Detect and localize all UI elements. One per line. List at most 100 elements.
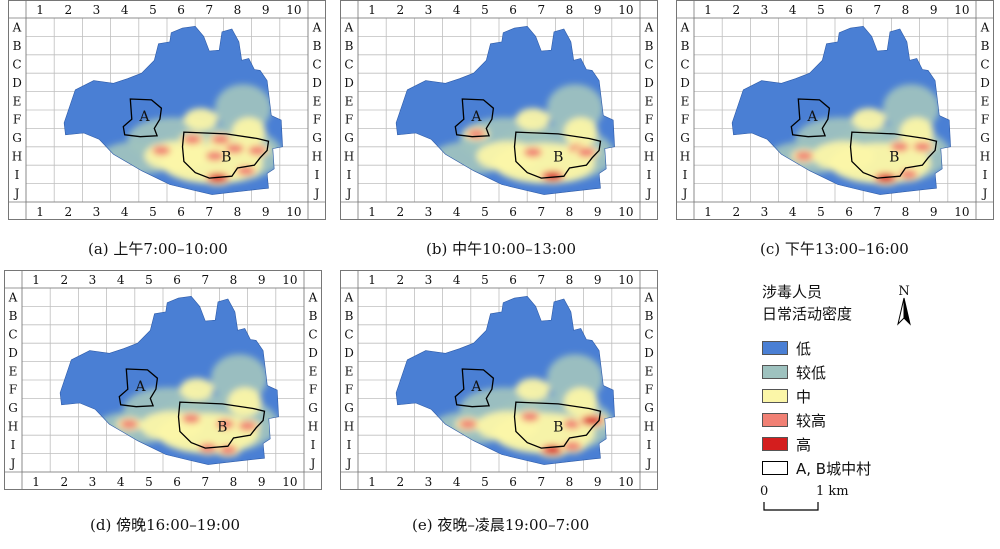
grid-col-label-top: 8 bbox=[230, 273, 238, 287]
north-arrow-icon: N bbox=[892, 284, 916, 328]
grid-col-label-bottom: 9 bbox=[262, 205, 270, 219]
grid-col-label-top: 10 bbox=[954, 3, 969, 17]
grid-row-label-left: I bbox=[347, 168, 352, 182]
grid-row-label-right: I bbox=[983, 168, 988, 182]
village-b-outline bbox=[513, 401, 602, 449]
legend-swatch-high bbox=[762, 437, 788, 451]
grid-row-label-right: C bbox=[308, 328, 317, 342]
grid-col-label-bottom: 2 bbox=[396, 205, 404, 219]
grid-col-label-top: 10 bbox=[286, 3, 301, 17]
grid-row-label-right: G bbox=[980, 131, 990, 145]
grid-col-label-top: 10 bbox=[618, 3, 633, 17]
grid-row-label-right: C bbox=[644, 58, 653, 72]
grid-row-label-left: C bbox=[344, 58, 353, 72]
grid-col-label-bottom: 5 bbox=[481, 475, 489, 489]
legend-swatch-village bbox=[762, 461, 788, 475]
legend-item-lower: 较低 bbox=[762, 362, 826, 382]
map-panel-e: 1 1 2 2 3 3 4 4 5 5 6 6 7 7 8 8 9 9 10 10 A A B B C C D D E E F F G G H H I I… bbox=[340, 270, 658, 502]
grid-row-label-right: D bbox=[644, 346, 654, 360]
grid-row-label-left: F bbox=[9, 383, 17, 397]
grid-col-label-top: 3 bbox=[89, 273, 97, 287]
grid-col-label-top: 1 bbox=[36, 3, 44, 17]
grid-row-label-left: I bbox=[347, 438, 352, 452]
study-area-boundary bbox=[731, 25, 951, 195]
grid-col-label-bottom: 6 bbox=[173, 475, 181, 489]
village-a-outline bbox=[790, 98, 831, 138]
grid-row-label-left: F bbox=[345, 383, 353, 397]
village-a-label: A bbox=[138, 109, 150, 125]
grid-col-label-bottom: 1 bbox=[32, 475, 40, 489]
grid-row-label-left: J bbox=[9, 456, 16, 470]
grid-row-label-left: E bbox=[345, 364, 354, 378]
village-b-label: B bbox=[553, 420, 563, 436]
scale-end-label: 1 km bbox=[816, 484, 849, 499]
grid-row-label-right: A bbox=[312, 21, 322, 35]
grid-col-label-top: 1 bbox=[704, 3, 712, 17]
grid-col-label-bottom: 8 bbox=[566, 475, 574, 489]
grid-col-label-bottom: 4 bbox=[117, 475, 125, 489]
grid-row-label-left: E bbox=[681, 94, 690, 108]
grid-row-label-right: F bbox=[981, 113, 989, 127]
grid-row-label-right: I bbox=[311, 438, 316, 452]
village-a-outline bbox=[118, 368, 159, 408]
grid-col-label-bottom: 3 bbox=[93, 205, 101, 219]
grid-col-label-bottom: 8 bbox=[566, 205, 574, 219]
grid-col-label-bottom: 4 bbox=[453, 205, 461, 219]
grid-col-label-bottom: 7 bbox=[873, 205, 881, 219]
village-a-outline bbox=[454, 98, 495, 138]
grid-col-label-bottom: 5 bbox=[145, 475, 153, 489]
grid-col-label-top: 3 bbox=[425, 273, 433, 287]
grid-col-label-bottom: 7 bbox=[537, 205, 545, 219]
grid-row-label-right: H bbox=[644, 150, 654, 164]
grid-col-label-top: 5 bbox=[149, 3, 157, 17]
grid-row-label-left: J bbox=[681, 186, 688, 200]
grid-row-label-right: E bbox=[645, 364, 654, 378]
grid-col-label-bottom: 8 bbox=[902, 205, 910, 219]
grid-row-label-left: H bbox=[344, 150, 354, 164]
density-surface bbox=[396, 296, 615, 465]
grid-col-label-bottom: 3 bbox=[89, 475, 97, 489]
legend-swatch-low bbox=[762, 341, 788, 355]
grid-row-label-left: B bbox=[13, 39, 22, 53]
grid-col-label-top: 7 bbox=[537, 273, 545, 287]
grid-row-label-left: F bbox=[13, 113, 21, 127]
grid-row-label-left: D bbox=[12, 76, 22, 90]
grid-col-label-top: 10 bbox=[282, 273, 297, 287]
grid-row-label-right: A bbox=[308, 291, 318, 305]
density-surface bbox=[732, 26, 951, 195]
grid-col-label-bottom: 5 bbox=[149, 205, 157, 219]
grid-row-label-left: H bbox=[12, 150, 22, 164]
grid-col-label-top: 1 bbox=[368, 273, 376, 287]
grid-row-label-right: A bbox=[980, 21, 990, 35]
grid-row-label-left: I bbox=[683, 168, 688, 182]
grid-row-label-left: E bbox=[13, 94, 22, 108]
grid-col-label-top: 3 bbox=[761, 3, 769, 17]
grid-col-label-top: 6 bbox=[509, 273, 517, 287]
village-b-outline bbox=[849, 131, 938, 179]
grid-row-label-right: J bbox=[313, 186, 320, 200]
legend-label-lower: 较低 bbox=[796, 363, 827, 382]
village-a-outline bbox=[454, 368, 495, 408]
grid-row-label-right: G bbox=[308, 401, 318, 415]
grid-col-label-bottom: 10 bbox=[618, 475, 633, 489]
grid-row-label-right: A bbox=[644, 291, 654, 305]
village-b-label: B bbox=[889, 150, 899, 166]
grid-col-label-top: 2 bbox=[64, 3, 72, 17]
grid-row-label-right: C bbox=[980, 58, 989, 72]
legend-swatch-mid bbox=[762, 389, 788, 403]
grid-row-label-right: F bbox=[645, 383, 653, 397]
grid-row-label-left: D bbox=[680, 76, 690, 90]
grid-col-label-top: 9 bbox=[258, 273, 266, 287]
grid-row-label-left: H bbox=[344, 420, 354, 434]
grid-col-label-top: 4 bbox=[117, 273, 125, 287]
grid-row-label-right: E bbox=[645, 94, 654, 108]
north-label: N bbox=[898, 284, 910, 299]
grid-col-label-top: 2 bbox=[396, 3, 404, 17]
grid-col-label-top: 2 bbox=[60, 273, 68, 287]
grid-row-label-left: G bbox=[12, 131, 22, 145]
grid-row-label-right: B bbox=[981, 39, 990, 53]
grid-col-label-top: 9 bbox=[262, 3, 270, 17]
study-area-boundary bbox=[395, 295, 615, 465]
